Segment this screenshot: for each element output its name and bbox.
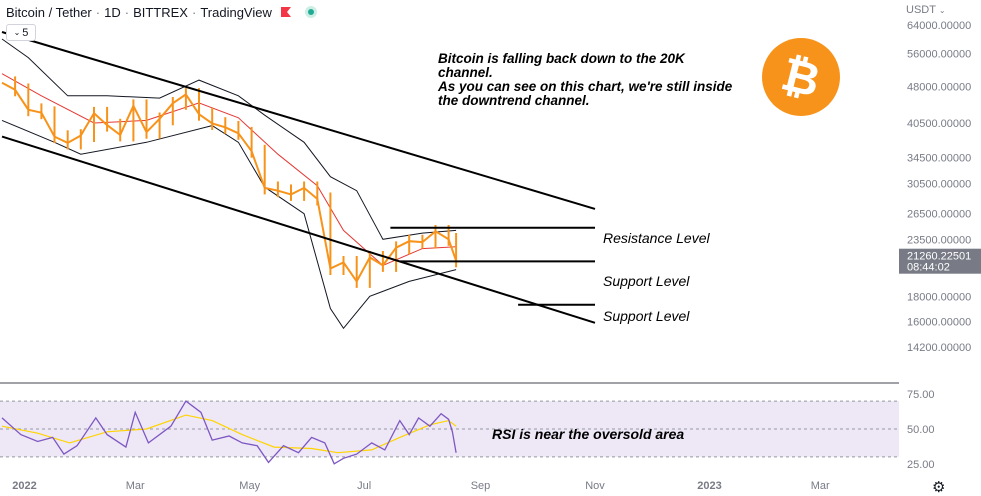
note-line: Bitcoin is falling back down to the 20K (438, 51, 685, 66)
chevron-down-icon: ⌄ (938, 6, 946, 15)
note-line: the downtrend channel. (438, 93, 590, 108)
time-tick-label: Nov (585, 480, 605, 492)
resistance-label[interactable]: Resistance Level (603, 230, 710, 246)
price-line (1, 81, 458, 284)
header-separator: · (124, 4, 130, 20)
rsi-lines (1, 400, 457, 465)
symbol-name[interactable]: Bitcoin / Tether (6, 4, 92, 20)
time-tick-label: Mar (811, 480, 830, 492)
bollinger-lower-line (1, 119, 457, 330)
rsi-line (1, 400, 457, 465)
rsi-tick-label: 75.00 (907, 389, 935, 401)
price-tick-label: 23500.00000 (907, 234, 971, 246)
last-price-label: 21260.22501 08:44:02 (899, 248, 981, 274)
trendlines[interactable] (1, 31, 596, 324)
last-price-box (899, 248, 981, 274)
note-line: channel. (438, 65, 493, 80)
price-tick-label: 64000.00000 (907, 20, 971, 32)
last-price-countdown: 08:44:02 (907, 262, 950, 274)
price-tick-label: 18000.00000 (907, 291, 971, 303)
data-source: TradingView (200, 4, 272, 20)
candles (1, 76, 458, 288)
flag-icon[interactable] (280, 7, 291, 17)
rsi-ma-line (1, 414, 457, 454)
note-line: As you can see on this chart, we're stil… (438, 79, 733, 94)
currency-selector[interactable]: USDT ⌄ (906, 4, 946, 16)
time-tick-label: 2022 (12, 480, 36, 492)
market-status-icon[interactable] (304, 6, 317, 18)
bollinger-upper-line (1, 38, 457, 240)
indicators-toggle-button[interactable]: ⌄ 5 (6, 24, 36, 41)
rsi-tick-label: 25.00 (907, 459, 935, 471)
bitcoin-logo: ₿ (762, 38, 840, 116)
channel-bottom-line[interactable] (1, 135, 596, 324)
analysis-note: Bitcoin is falling back down to the 20K … (438, 52, 748, 108)
price-tick-label: 16000.00000 (907, 317, 971, 329)
last-price-value: 21260.22501 (907, 251, 971, 263)
bitcoin-logo-circle (762, 38, 840, 116)
price-tick-label: 26500.00000 (907, 209, 971, 221)
bollinger-basis-line (1, 73, 457, 266)
chevron-down-icon: ⌄ (13, 28, 21, 37)
price-tick-label: 34500.00000 (907, 152, 971, 164)
time-tick-label: May (239, 480, 260, 492)
header-separator: · (191, 4, 197, 20)
price-tick-label: 14200.00000 (907, 342, 971, 354)
rsi-note[interactable]: RSI is near the oversold area (492, 426, 685, 442)
chart-header[interactable]: Bitcoin / Tether · 1D · BITTREX · Tradin… (6, 4, 317, 20)
bollinger-bands (1, 38, 457, 330)
interval[interactable]: 1D (104, 4, 121, 20)
indicator-count: 5 (22, 26, 29, 39)
header-separator: · (95, 4, 101, 20)
time-tick-label: Jul (357, 480, 371, 492)
rsi-tick-label: 50.00 (907, 424, 935, 436)
support-label[interactable]: Support Level (603, 308, 690, 324)
exchange: BITTREX (133, 4, 188, 20)
support-label[interactable]: Support Level (603, 273, 690, 289)
time-tick-label: 2023 (697, 480, 721, 492)
time-axis[interactable]: 2022 Mar May Jul Sep Nov 2023 Mar (12, 480, 830, 492)
rsi-band-background (0, 400, 899, 458)
rsi-axis: 75.00 50.00 25.00 (907, 389, 935, 471)
price-axis[interactable]: 64000.00000 56000.00000 48000.00000 40500.0… (907, 20, 971, 354)
price-tick-label: 30500.00000 (907, 179, 971, 191)
price-tick-label: 56000.00000 (907, 49, 971, 61)
gear-icon[interactable]: ⚙ (932, 479, 946, 496)
time-tick-label: Mar (126, 480, 145, 492)
currency-label: USDT (906, 4, 936, 16)
price-tick-label: 40500.00000 (907, 118, 971, 130)
time-tick-label: Sep (471, 480, 491, 492)
channel-top-line[interactable] (1, 31, 596, 210)
price-tick-label: 48000.00000 (907, 82, 971, 94)
rsi-band (0, 401, 899, 457)
